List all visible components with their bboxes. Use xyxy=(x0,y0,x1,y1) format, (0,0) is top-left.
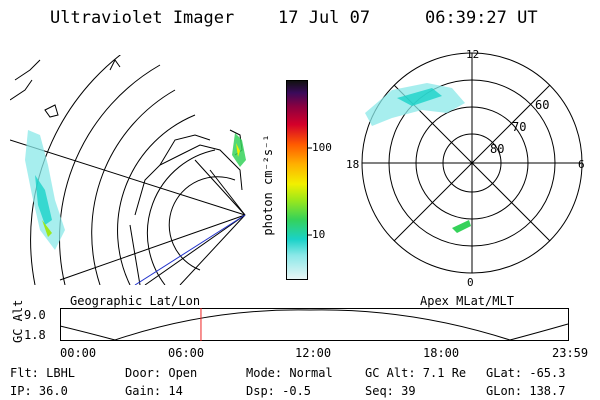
app-title: Ultraviolet Imager xyxy=(50,8,235,28)
mlat-label-60: 60 xyxy=(535,98,550,112)
geographic-map xyxy=(10,55,246,285)
intensity-colorbar xyxy=(286,80,308,280)
colorbar-tick-10: 10 xyxy=(312,228,326,241)
timeline-tick-1800: 18:00 xyxy=(423,346,460,360)
status-ip: IP: 36.0 xyxy=(10,384,68,398)
mlat-label-80: 80 xyxy=(490,142,505,156)
colorbar-unit-label: photon cm⁻²s⁻¹ xyxy=(261,134,275,236)
right-plot-caption: Apex MLat/MLT xyxy=(420,294,514,308)
date-label: 17 Jul 07 xyxy=(278,8,371,28)
status-gc-alt: GC Alt: 7.1 Re xyxy=(365,366,467,380)
colorbar-tick-100: 100 xyxy=(312,141,332,154)
timeline-tick-2359: 23:59 xyxy=(552,346,589,360)
timeline-tick-0000: 00:00 xyxy=(60,346,97,360)
time-label: 06:39:27 UT xyxy=(425,8,538,28)
mlt-label-6: 6 xyxy=(578,158,585,171)
status-seq: Seq: 39 xyxy=(365,384,416,398)
mlt-label-0: 0 xyxy=(467,276,474,289)
timeline-axis-label: GC Alt xyxy=(11,299,25,343)
timeline-tick-1200: 12:00 xyxy=(295,346,332,360)
mlt-label-12: 12 xyxy=(466,48,480,61)
timeline-y-bottom: 1.8 xyxy=(24,328,46,342)
mlat-label-70: 70 xyxy=(512,120,527,134)
status-flt: Flt: LBHL xyxy=(10,366,76,380)
timeline-tick-0600: 06:00 xyxy=(168,346,205,360)
timeline-y-top: 9.0 xyxy=(24,308,46,322)
aurora-emission-right xyxy=(365,83,471,233)
orbit-altitude-timeline xyxy=(60,308,569,341)
status-dsp: Dsp: -0.5 xyxy=(246,384,312,398)
status-glon: GLon: 138.7 xyxy=(486,384,566,398)
apex-polar-plot xyxy=(361,52,583,274)
left-map-caption: Geographic Lat/Lon xyxy=(70,294,201,308)
status-door: Door: Open xyxy=(125,366,198,380)
aurora-emission-left xyxy=(25,130,246,250)
colorbar-ticks xyxy=(307,147,312,236)
status-gain: Gain: 14 xyxy=(125,384,183,398)
status-mode: Mode: Normal xyxy=(246,366,333,380)
mlt-label-18: 18 xyxy=(346,158,360,171)
status-glat: GLat: -65.3 xyxy=(486,366,566,380)
